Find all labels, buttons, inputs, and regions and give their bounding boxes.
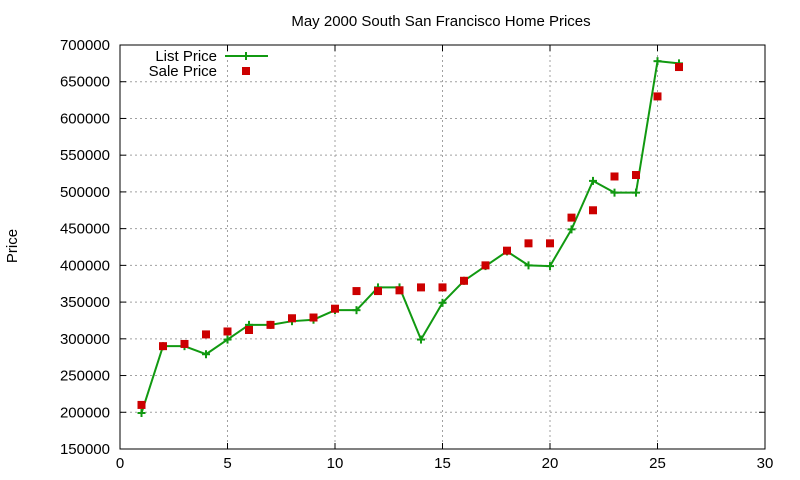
sale-price-point (309, 313, 318, 322)
list-price-point (546, 262, 554, 271)
list-price-point (223, 335, 232, 344)
x-tick-label: 5 (223, 455, 231, 472)
y-tick-label: 650000 (60, 74, 110, 91)
list-price-point (610, 188, 619, 197)
x-tick-label: 25 (649, 455, 666, 472)
sale-price-point (460, 276, 468, 285)
sale-price-point (503, 246, 511, 255)
data-series (137, 57, 683, 418)
sale-price-point (266, 320, 275, 329)
x-tick-label: 15 (434, 455, 451, 472)
sale-price-point (395, 286, 404, 295)
y-tick-label: 400000 (60, 257, 110, 274)
sale-price-point (438, 283, 447, 292)
list-price-line (140, 60, 680, 414)
sale-price-point (331, 304, 339, 313)
y-tick-label: 350000 (60, 294, 110, 311)
legend-swatch-sale-price (242, 67, 250, 75)
legend-label-sale-price: Sale Price (149, 63, 217, 80)
sale-price-point (653, 92, 662, 101)
sale-price-point (610, 172, 619, 181)
legend: List Price Sale Price (149, 48, 268, 80)
sale-price-point (202, 330, 210, 339)
grid-lines (120, 45, 765, 449)
sale-price-point (567, 213, 576, 222)
sale-price-point (546, 239, 554, 248)
y-tick-label: 250000 (60, 368, 110, 385)
axes: 0 5 10 15 20 25 30 150000 200000 250000 300000 3500… (60, 37, 773, 472)
x-tick-label: 0 (116, 455, 124, 472)
x-tick-label: 20 (542, 455, 559, 472)
sale-price-point (159, 342, 167, 351)
sale-price-point (524, 239, 533, 248)
sale-price-point (180, 339, 189, 348)
sale-price-point (675, 63, 683, 72)
list-price-point (524, 261, 533, 270)
y-tick-label: 450000 (60, 221, 110, 238)
list-price-point (589, 176, 597, 185)
sale-price-point (352, 287, 361, 296)
y-tick-label: 700000 (60, 37, 110, 54)
list-price-point (137, 409, 146, 418)
y-tick-label: 500000 (60, 184, 110, 201)
y-tick-label: 550000 (60, 147, 110, 164)
sale-price-point (417, 283, 425, 292)
list-price-point (438, 298, 447, 307)
chart-title: May 2000 South San Francisco Home Prices (291, 13, 590, 30)
sale-price-point (632, 171, 640, 180)
y-tick-label: 300000 (60, 331, 110, 348)
list-price-point (567, 225, 576, 234)
list-price-point (202, 350, 210, 359)
sale-price-point (223, 327, 232, 336)
x-tick-label: 30 (757, 455, 774, 472)
list-price-point (352, 306, 361, 315)
sale-price-point (245, 326, 253, 335)
y-tick-label: 150000 (60, 441, 110, 458)
legend-swatch-list-price-marker (242, 52, 250, 60)
list-price-point (653, 57, 662, 66)
sale-price-point (589, 206, 597, 215)
legend-label-list-price: List Price (155, 48, 217, 65)
y-tick-label: 600000 (60, 110, 110, 127)
y-axis-label: Price (4, 229, 21, 263)
list-price-point (632, 188, 640, 197)
sale-price-point (288, 314, 296, 323)
y-tick-label: 200000 (60, 404, 110, 421)
list-price-point (417, 335, 425, 344)
sale-price-point (137, 400, 146, 409)
sale-price-point (481, 261, 490, 270)
sale-price-point (374, 287, 382, 296)
x-tick-label: 10 (327, 455, 344, 472)
